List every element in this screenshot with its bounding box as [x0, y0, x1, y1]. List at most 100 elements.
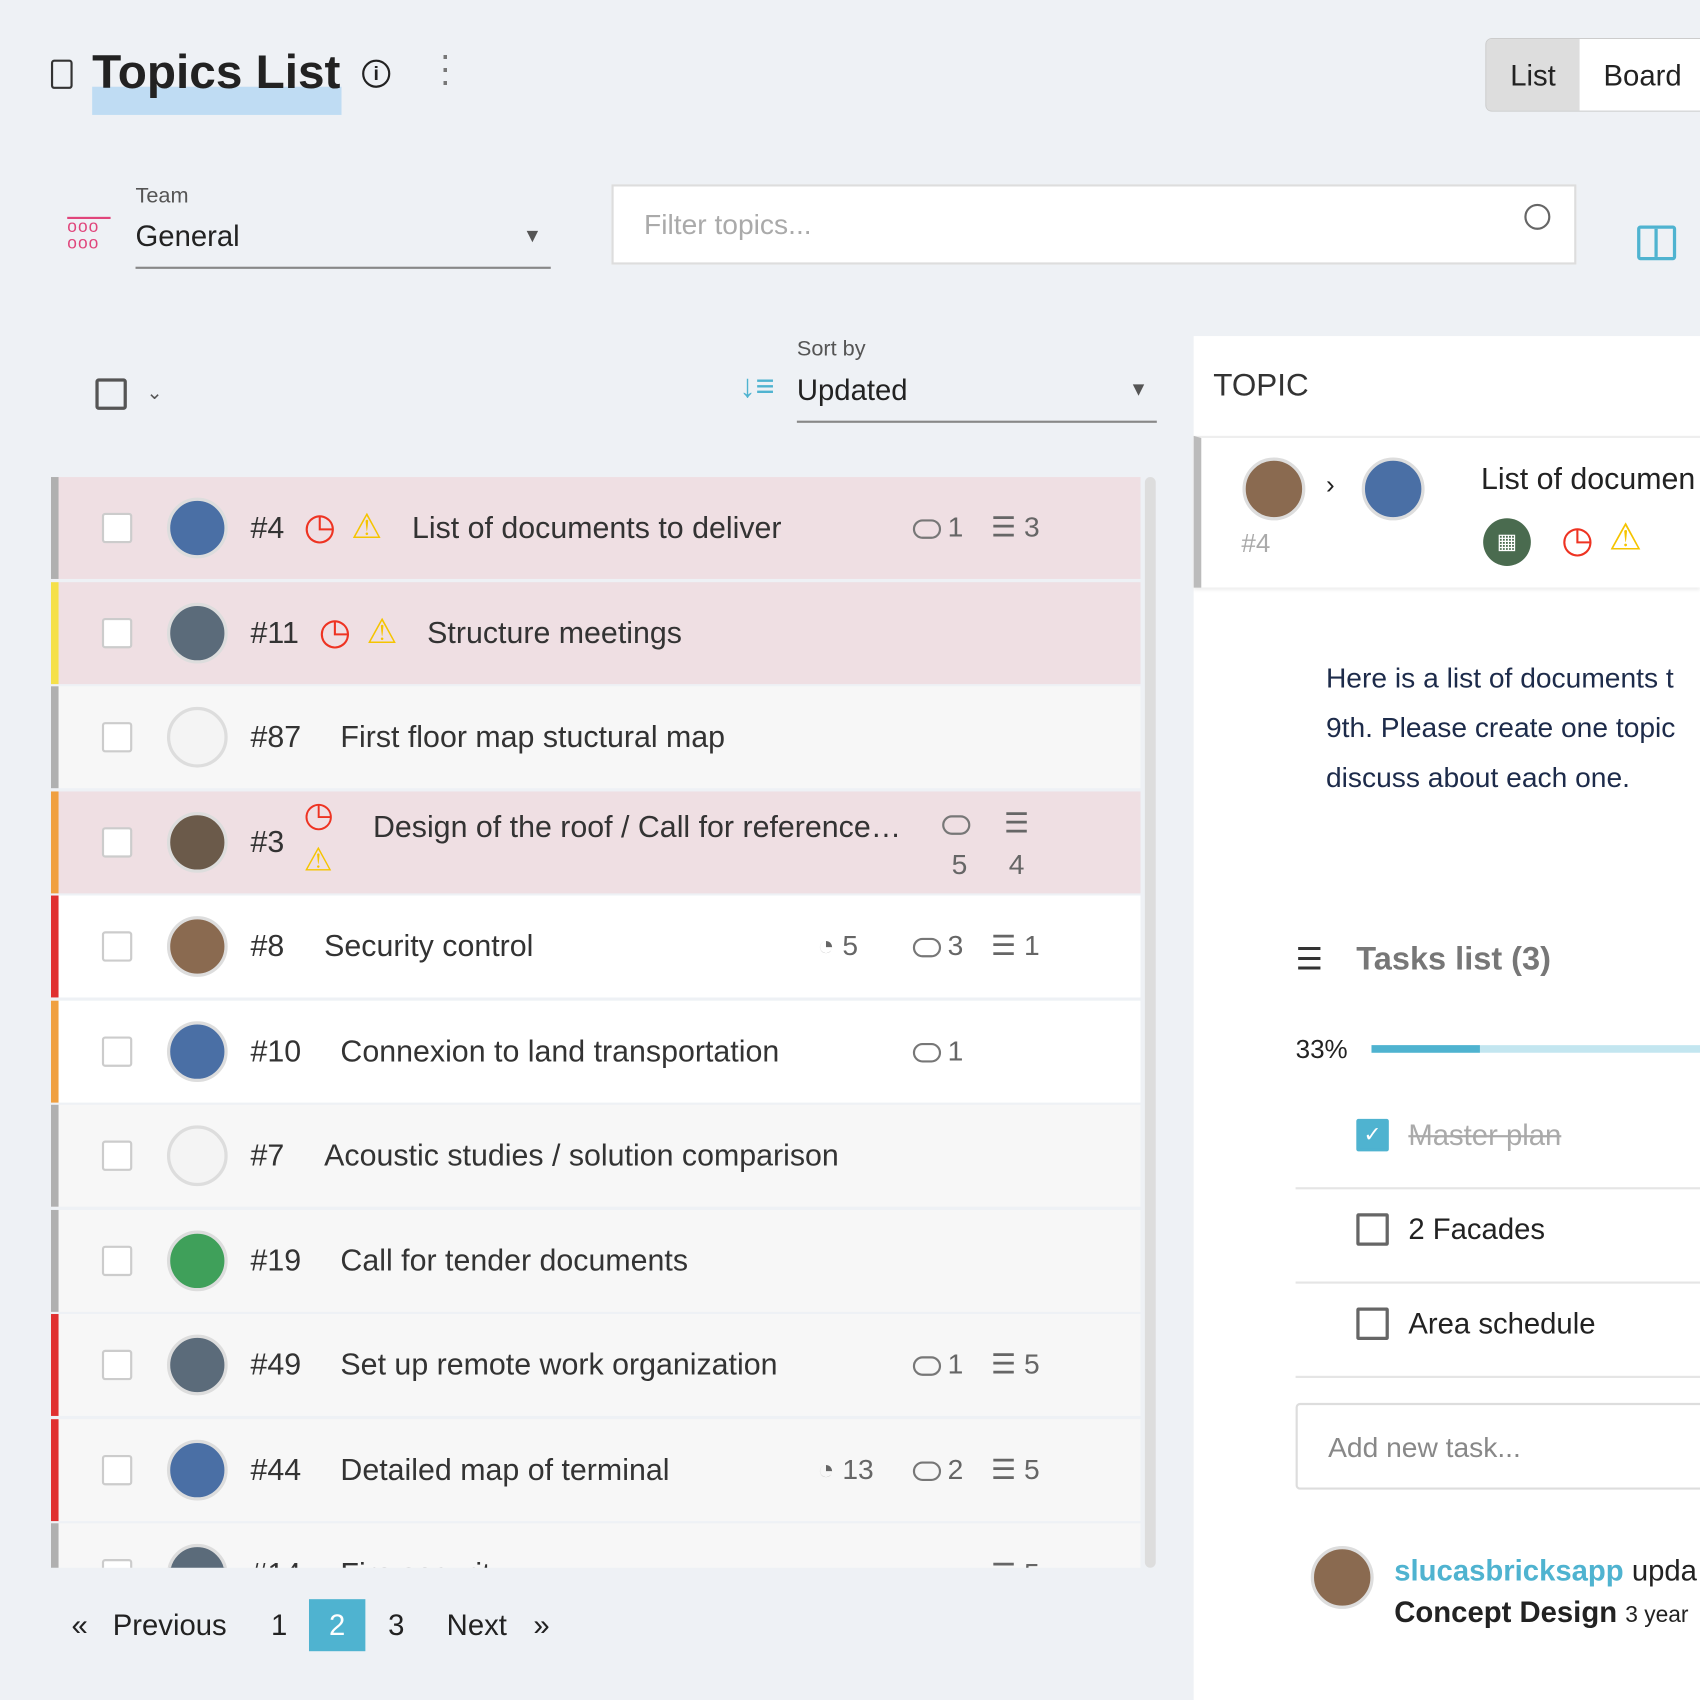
task-checkbox[interactable]: [1356, 1307, 1389, 1341]
warning-icon: ⚠: [1608, 517, 1642, 559]
topic-id: #7: [250, 1138, 285, 1172]
tasks-icon: ☰ 3: [990, 510, 1040, 544]
row-checkbox[interactable]: [101, 1245, 133, 1276]
row-checkbox[interactable]: [101, 617, 133, 648]
task-checkbox[interactable]: [1356, 1213, 1389, 1246]
tasks-count: 3: [1024, 510, 1040, 544]
topic-title: Connexion to land transportation: [340, 1033, 780, 1068]
topic-row[interactable]: #10 Connexion to land transportation 1: [50, 1000, 1141, 1103]
topic-title: Security control: [324, 929, 534, 963]
task-item: 2 Facades: [1295, 1189, 1700, 1284]
comments-count: 5: [951, 847, 968, 880]
topic-row[interactable]: #8 Security control ◔ 5 3 ☰ 1: [50, 895, 1141, 998]
previous-button[interactable]: Previous: [112, 1608, 227, 1642]
tasks-title: Tasks list (3): [1356, 941, 1551, 977]
comments-icon: 1: [912, 511, 963, 545]
add-task-input[interactable]: Add new task...: [1295, 1402, 1700, 1490]
filter-input[interactable]: Filter topics...: [611, 184, 1577, 265]
scrollbar[interactable]: [1144, 477, 1156, 1568]
topic-id: #49: [250, 1347, 302, 1382]
task-label: Master plan: [1408, 1118, 1562, 1152]
more-menu-icon[interactable]: · · ·: [439, 34, 452, 102]
topic-row[interactable]: #11 ◷ ⚠ Structure meetings: [50, 581, 1141, 684]
view-switch: List Board: [1485, 37, 1700, 112]
row-checkbox[interactable]: [101, 512, 133, 544]
title-highlight: [92, 86, 342, 115]
tasks-icon: ☰ 5: [991, 1557, 1040, 1568]
topic-id: #8: [250, 929, 285, 963]
chevron-down-icon[interactable]: ⌄: [146, 381, 163, 404]
assignee-avatar: [1361, 457, 1425, 521]
row-checkbox[interactable]: [101, 826, 133, 858]
row-checkbox[interactable]: [101, 931, 133, 962]
add-task-placeholder: Add new task...: [1328, 1431, 1521, 1464]
activity-time: 3 year: [1625, 1602, 1689, 1628]
assignee-avatar: [166, 602, 228, 663]
topic-title: Design of the roof / Call for reference…: [372, 809, 902, 843]
row-checkbox[interactable]: [101, 1349, 133, 1381]
comments-count: 1: [947, 1347, 964, 1381]
assignee-avatar: [166, 497, 228, 559]
next-button[interactable]: Next: [446, 1608, 507, 1642]
comments-icon: 2: [912, 1452, 964, 1486]
topic-title: Structure meetings: [427, 615, 682, 649]
comments-icon: 3: [912, 929, 963, 963]
topic-id: #4: [250, 510, 285, 545]
late-clock-icon: ◷: [318, 610, 351, 653]
topic-title: Set up remote work organization: [340, 1347, 778, 1382]
chevron-right-icon: ›: [1325, 470, 1335, 500]
team-select[interactable]: General ▼: [135, 220, 551, 269]
view-list-button[interactable]: List: [1486, 39, 1580, 111]
topic-row[interactable]: #14 Fire security ☰ 5: [50, 1523, 1141, 1568]
sort-select[interactable]: Updated ▼: [796, 374, 1157, 423]
activity-target[interactable]: Concept Design: [1394, 1595, 1618, 1629]
activity-action: upda: [1631, 1554, 1697, 1588]
warning-icon: ⚠: [366, 610, 398, 650]
comments-icon: 1: [912, 1347, 964, 1382]
select-all-checkbox[interactable]: [95, 378, 127, 410]
topic-title: List of documen: [1480, 461, 1696, 496]
view-board-button[interactable]: Board: [1579, 39, 1700, 111]
calendar-icon[interactable]: ▦: [1483, 518, 1531, 566]
topic-row[interactable]: #44 Detailed map of terminal ◔ 13 2 ☰ 5: [50, 1418, 1141, 1521]
gauge-count: 5: [842, 929, 859, 962]
late-clock-icon: ◷: [303, 506, 336, 548]
gauge-icon: ◔ 13: [817, 1452, 874, 1485]
assignee-avatar: [166, 1125, 228, 1187]
topic-row[interactable]: #19 Call for tender documents: [50, 1209, 1141, 1312]
info-icon[interactable]: i: [362, 59, 391, 88]
clipboard-icon: [50, 59, 73, 89]
row-checkbox[interactable]: [101, 1140, 133, 1171]
late-clock-icon: ◷: [1561, 519, 1594, 561]
assignee-avatar: [166, 706, 228, 768]
progress-fill: [1371, 1045, 1480, 1053]
topic-row[interactable]: #7 Acoustic studies / solution compariso…: [50, 1104, 1141, 1207]
split-view-icon[interactable]: [1637, 225, 1677, 261]
row-checkbox[interactable]: [101, 1454, 133, 1485]
team-value: General: [135, 220, 240, 253]
next-icon: »: [533, 1608, 550, 1642]
topic-row[interactable]: #4 ◷ ⚠ List of documents to deliver 1 ☰ 3: [50, 477, 1141, 579]
dropdown-arrow-icon: ▼: [522, 224, 543, 247]
warning-icon: ⚠: [303, 841, 333, 878]
tasks-icon: ☰ 4: [1003, 806, 1030, 880]
topic-id: #14: [250, 1557, 301, 1568]
tasks-icon: ☰ 5: [990, 1347, 1040, 1381]
row-checkbox[interactable]: [101, 1559, 133, 1568]
topic-title: Fire security: [340, 1557, 505, 1568]
page-2-current[interactable]: 2: [308, 1599, 366, 1652]
tasks-icon: ☰ 5: [990, 1452, 1040, 1485]
page-1[interactable]: 1: [271, 1608, 288, 1642]
topic-row[interactable]: #3 ◷ ⚠ Design of the roof / Call for refer…: [50, 790, 1141, 893]
progress-label: 33%: [1295, 1035, 1348, 1065]
topic-row[interactable]: #87 First floor map stuctural map: [50, 686, 1141, 789]
page-3[interactable]: 3: [388, 1608, 405, 1642]
topic-row[interactable]: #49 Set up remote work organization 1 ☰ 5: [50, 1314, 1141, 1416]
topic-title: Acoustic studies / solution comparison: [324, 1138, 839, 1172]
search-icon[interactable]: [1524, 203, 1551, 230]
task-checkbox[interactable]: ✓: [1356, 1118, 1389, 1152]
row-checkbox[interactable]: [101, 1035, 133, 1067]
activity-user[interactable]: slucasbricksapp: [1394, 1554, 1624, 1588]
row-checkbox[interactable]: [101, 722, 133, 753]
comments-count: 2: [947, 1452, 964, 1485]
